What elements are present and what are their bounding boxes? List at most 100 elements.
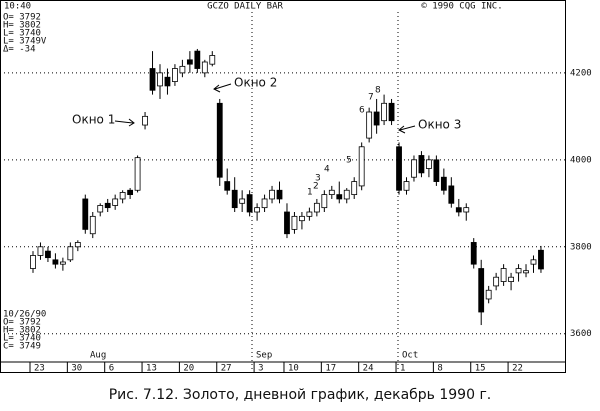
candle-body <box>493 276 500 287</box>
plot-frame <box>0 0 566 373</box>
candle-body <box>231 189 238 209</box>
x-tick-label: 1 <box>400 364 405 374</box>
annotation: Окно 2 <box>234 76 277 90</box>
x-tick-label: 23 <box>34 364 45 374</box>
x-tick-label: 30 <box>71 364 82 374</box>
candle-body <box>411 159 417 178</box>
annotation: Окно 3 <box>418 118 461 132</box>
count-label: 4 <box>324 165 330 175</box>
caption: Рис. 7.12. Золото, дневной график, декаб… <box>109 387 492 403</box>
candle-body <box>172 68 178 82</box>
candle-body <box>216 102 223 178</box>
candle-body <box>291 215 298 230</box>
candle-body <box>538 249 544 270</box>
candle-body <box>30 255 36 269</box>
x-tick-label: 22 <box>512 364 523 374</box>
candle-body <box>523 270 529 274</box>
info-line: O= 3792 <box>3 318 41 328</box>
candle-body <box>433 159 440 182</box>
candle-body <box>194 50 201 69</box>
candle-body <box>224 181 231 191</box>
candle-body <box>336 194 343 200</box>
candle-body <box>306 211 313 217</box>
candle-body <box>82 198 89 230</box>
candle-body <box>284 211 290 235</box>
month-label: Sep <box>256 351 272 361</box>
candle-body <box>313 202 320 213</box>
candle-body <box>157 72 163 87</box>
arrow <box>114 118 135 127</box>
candle-body <box>403 181 410 191</box>
count-label: 7 <box>368 93 374 103</box>
candle-body <box>119 192 126 200</box>
candle-body <box>381 102 387 122</box>
candle-body <box>269 189 275 200</box>
candle-body <box>366 111 373 139</box>
candle-body <box>373 111 380 126</box>
candle-body <box>478 268 485 313</box>
info-line: O= 3792 <box>3 13 41 23</box>
month-label: Oct <box>402 351 418 361</box>
x-tick-label: 20 <box>183 364 194 374</box>
x-tick-label: 17 <box>325 364 336 374</box>
candle-body <box>52 259 59 265</box>
candle-body <box>396 146 402 191</box>
y-tick-label: 4000 <box>570 155 592 165</box>
candle-body <box>455 207 462 213</box>
info-line: Δ= -34 <box>3 45 36 55</box>
candle-body <box>328 189 335 196</box>
candle-body <box>201 61 208 74</box>
info-line: 10/26/90 <box>3 310 46 320</box>
candle-body <box>97 205 104 213</box>
candle-body <box>448 185 455 204</box>
candle-body <box>321 194 328 209</box>
candle-body <box>112 198 119 206</box>
candle-body <box>209 55 216 65</box>
candle-body <box>343 189 350 200</box>
candle-body <box>239 198 246 204</box>
x-tick-label: 24 <box>363 364 374 374</box>
count-label: 6 <box>359 106 365 116</box>
info-line: C= 3749 <box>3 342 41 352</box>
y-tick-label: 3600 <box>570 329 592 339</box>
info-bg <box>1 12 53 60</box>
header-title: GCZO DAILY BAR <box>207 2 283 12</box>
candle-body <box>508 276 514 282</box>
candle-body <box>470 242 477 265</box>
candle-body <box>149 68 156 91</box>
candle-body <box>463 207 470 213</box>
y-tick-label: 4200 <box>570 68 592 78</box>
candle-body <box>530 259 537 265</box>
candle-body <box>37 246 44 256</box>
candle-body <box>67 246 74 261</box>
candle-body <box>299 215 305 222</box>
candle-body <box>254 207 261 213</box>
candle-body <box>485 289 492 300</box>
arrow <box>213 83 232 93</box>
candle-body <box>186 59 193 65</box>
info-line: H= 3802 <box>3 326 41 336</box>
info-line: L= 3749V <box>3 37 47 47</box>
candle-body <box>440 176 447 191</box>
count-label: 1 <box>307 188 313 198</box>
x-tick-label: 10 <box>288 364 299 374</box>
count-label: 8 <box>375 86 381 96</box>
candle-body <box>261 198 268 209</box>
candle-body <box>164 76 171 87</box>
x-tick-label: 3 <box>258 364 263 374</box>
candle-body <box>388 102 395 122</box>
annotation: Окно 1 <box>72 113 115 127</box>
candle-body <box>179 65 186 74</box>
info-line: H= 3802 <box>3 21 41 31</box>
x-tick-label: 8 <box>437 364 442 374</box>
x-tick-label: 13 <box>146 364 157 374</box>
candle-body <box>127 189 134 196</box>
candle-body <box>45 250 51 259</box>
candle-body <box>246 194 253 213</box>
x-tick-label: 15 <box>475 364 486 374</box>
count-label: 5 <box>346 156 352 166</box>
candle-body <box>74 242 81 248</box>
x-tick-label: 6 <box>109 364 114 374</box>
